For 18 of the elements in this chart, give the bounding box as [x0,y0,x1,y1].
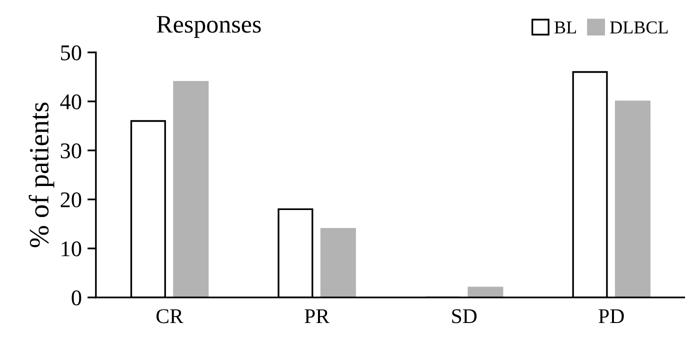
x-tick-label: PR [304,309,330,324]
bar [173,80,209,298]
chart-title: Responses [156,16,261,38]
y-tick-label: 50 [61,45,82,60]
bar [614,100,650,298]
x-tick-label: PD [598,309,624,324]
x-tick-label: SD [452,309,477,324]
x-tick-label: CR [156,309,184,324]
y-tick-label: 10 [62,241,82,256]
y-tick-label: 0 [72,290,82,306]
y-tick-label: 40 [60,94,82,110]
y-axis-title: % of patients [28,102,54,248]
bar [320,228,356,298]
y-tick-label: 20 [60,192,82,208]
legend-label: BL [554,22,576,34]
bar [468,286,504,298]
y-tick-label: 30 [60,143,82,158]
legend-label: DLBCL [610,21,668,34]
